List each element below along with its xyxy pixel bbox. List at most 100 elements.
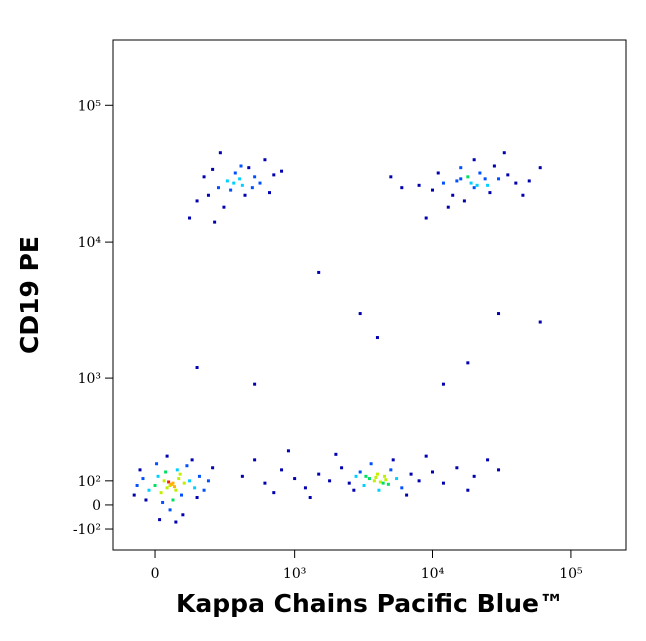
event-point <box>317 270 321 274</box>
event-point <box>172 485 176 489</box>
event-point <box>178 472 182 476</box>
event-point <box>177 477 181 481</box>
event-point <box>377 488 381 492</box>
event-point <box>190 458 194 462</box>
y-tick-label: 10⁴ <box>78 235 102 251</box>
event-point <box>466 488 470 492</box>
event-point <box>268 191 272 195</box>
event-point <box>253 458 257 462</box>
event-point <box>424 216 428 220</box>
event-point <box>193 486 197 490</box>
x-tick-label: 10³ <box>283 566 306 582</box>
event-point <box>155 462 159 466</box>
event-point <box>158 518 162 522</box>
event-point <box>286 449 290 453</box>
event-point <box>369 462 373 466</box>
event-point <box>521 193 525 197</box>
y-tick-label: 10² <box>78 474 101 490</box>
event-point <box>352 488 356 492</box>
event-point <box>469 181 473 185</box>
event-point <box>483 177 487 181</box>
event-point <box>441 181 445 185</box>
event-point <box>430 188 434 192</box>
event-point <box>538 320 542 324</box>
event-point <box>280 169 284 173</box>
event-point <box>238 177 242 181</box>
event-point <box>132 493 136 497</box>
event-point <box>240 474 244 478</box>
event-point <box>272 173 276 177</box>
event-point <box>472 186 476 190</box>
event-point <box>417 479 421 483</box>
event-point <box>272 491 276 495</box>
event-point <box>347 481 351 485</box>
event-point <box>358 312 362 316</box>
event-point <box>195 199 199 203</box>
event-point <box>462 199 466 203</box>
event-point <box>354 474 358 478</box>
event-point <box>253 175 257 179</box>
event-point <box>378 480 382 484</box>
event-point <box>502 151 506 155</box>
event-point <box>391 458 395 462</box>
event-point <box>451 193 455 197</box>
event-point <box>466 175 470 179</box>
y-tick-label: 10⁵ <box>78 98 102 114</box>
event-point <box>195 366 199 370</box>
event-point <box>206 193 210 197</box>
event-point <box>258 181 262 185</box>
y-tick-label: -10² <box>73 522 101 538</box>
event-point <box>162 479 166 483</box>
event-point <box>211 466 215 470</box>
y-axis-label: CD19 PE <box>15 236 44 354</box>
plot-frame <box>112 39 627 551</box>
event-point <box>197 474 201 478</box>
event-point <box>188 479 192 483</box>
event-point <box>430 470 434 474</box>
event-point <box>364 474 368 478</box>
event-point <box>486 458 490 462</box>
event-point <box>218 151 222 155</box>
event-point <box>159 491 163 495</box>
event-point <box>497 312 501 316</box>
event-point <box>395 477 399 481</box>
event-point <box>459 177 463 181</box>
event-point <box>409 472 413 476</box>
event-point <box>153 483 157 487</box>
event-point <box>174 520 178 524</box>
event-point <box>179 493 183 497</box>
event-point <box>384 478 388 482</box>
event-point <box>138 468 142 472</box>
event-point <box>466 361 470 365</box>
event-point <box>303 486 307 490</box>
event-point <box>165 454 169 458</box>
event-point <box>372 479 376 483</box>
event-point <box>417 183 421 187</box>
event-point <box>135 483 139 487</box>
event-point <box>250 186 254 190</box>
event-point <box>175 468 179 472</box>
x-tick-label: 10⁵ <box>559 566 583 582</box>
event-point <box>147 488 151 492</box>
event-point <box>424 454 428 458</box>
x-tick-label: 0 <box>151 566 160 582</box>
event-point <box>400 486 404 490</box>
event-point <box>441 481 445 485</box>
event-point <box>253 382 257 386</box>
event-point <box>229 188 233 192</box>
event-point <box>472 474 476 478</box>
y-tick-label: 10³ <box>78 371 101 387</box>
event-point <box>405 493 409 497</box>
y-tick-label: 0 <box>92 498 101 514</box>
event-point <box>168 508 172 512</box>
event-point <box>472 158 476 162</box>
event-point <box>436 171 440 175</box>
event-point <box>367 477 371 481</box>
event-point <box>263 158 267 162</box>
event-point <box>239 164 243 168</box>
event-point <box>375 336 379 340</box>
event-point <box>389 175 393 179</box>
event-point <box>446 205 450 209</box>
event-point <box>185 464 189 468</box>
event-point <box>144 498 148 502</box>
